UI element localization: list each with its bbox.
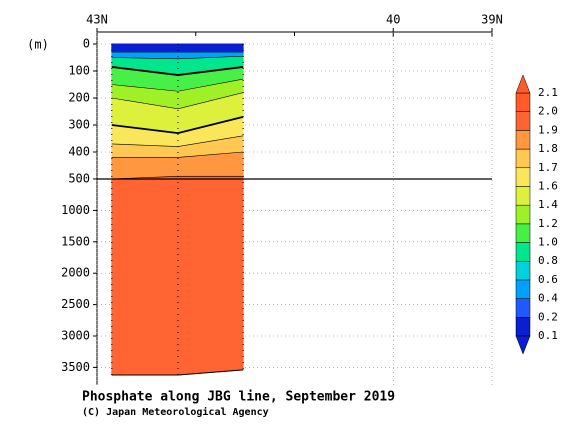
colorbar-label: 1.8	[538, 142, 558, 155]
y-tick-label: 200	[68, 91, 90, 105]
colorbar-label: 1.7	[538, 161, 558, 174]
x-tick-label: 40	[386, 13, 400, 27]
colorbar-swatch	[515, 130, 531, 150]
y-tick-label: 500	[68, 172, 90, 186]
y-tick-label: 2000	[61, 266, 90, 280]
y-tick-label: 300	[68, 118, 90, 132]
colorbar-label: 1.4	[538, 198, 558, 211]
contour-line	[111, 78, 244, 92]
colorbar-swatch	[515, 317, 531, 337]
colorbar-label: 0.6	[538, 273, 558, 286]
colorbar-swatch	[515, 111, 531, 131]
chart-title: Phosphate along JBG line, September 2019	[82, 390, 395, 405]
colorbar-swatch	[515, 242, 531, 262]
y-tick-label: 400	[68, 145, 90, 159]
colorbar-label: 2.0	[538, 105, 558, 118]
colorbar-swatch	[515, 167, 531, 187]
y-tick-label: 2500	[61, 297, 90, 311]
x-tick-label: 39N	[481, 13, 503, 27]
contour-line	[111, 116, 244, 135]
contour-line	[111, 66, 244, 76]
colorbar-label: 0.8	[538, 254, 558, 267]
colorbar-label: 0.1	[538, 329, 558, 342]
contour-line	[111, 92, 244, 110]
colorbar-label: 1.2	[538, 217, 558, 230]
colorbar-swatch	[515, 92, 531, 112]
x-tick-label: 43N	[86, 13, 108, 27]
contour-line	[111, 55, 244, 60]
colorbar-label: 1.9	[538, 123, 558, 136]
colorbar-label: 1.6	[538, 179, 558, 192]
y-tick-label: 3500	[61, 360, 90, 374]
colorbar-label: 0.2	[538, 310, 558, 323]
colorbar-label: 0.4	[538, 292, 558, 305]
colorbar-swatch	[515, 204, 531, 225]
colorbar-label: 1.0	[538, 236, 558, 249]
y-tick-label: 0	[83, 37, 90, 51]
colorbar-swatch	[515, 298, 531, 318]
colorbar-swatch	[515, 279, 531, 299]
colorbar-arrow	[515, 74, 531, 94]
y-tick-label: 1000	[61, 203, 90, 217]
colorbar-swatch	[515, 148, 531, 169]
y-tick-label: 1500	[61, 234, 90, 248]
contour-line	[111, 151, 244, 158]
colorbar-swatch	[515, 186, 531, 206]
colorbar-swatch	[515, 260, 531, 281]
colorbar-label: 2.1	[538, 86, 558, 99]
colorbar-arrow	[515, 335, 531, 355]
y-tick-label: 100	[68, 64, 90, 78]
credit: (C) Japan Meteorological Agency	[82, 406, 269, 418]
colorbar-swatch	[515, 223, 531, 243]
y-tick-label: 3000	[61, 329, 90, 343]
y-unit: (m)	[27, 38, 49, 52]
